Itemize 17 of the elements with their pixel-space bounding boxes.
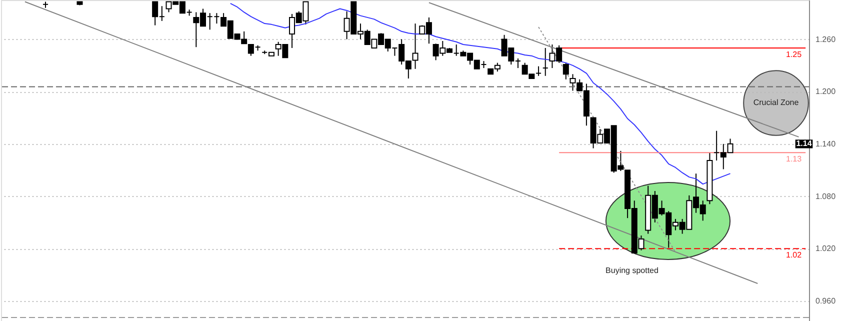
annotation: Buying spotted — [606, 266, 658, 275]
candlestick — [542, 47, 548, 76]
line-series — [230, 2, 731, 185]
series-label: 1.13 — [786, 154, 802, 164]
y-tick-label: 1.140 — [816, 139, 836, 148]
y-tick-label: 0.960 — [816, 296, 836, 306]
annotation: Crucial Zone — [753, 98, 800, 107]
annotation: 1.14 — [796, 138, 812, 148]
candlestick — [412, 23, 418, 70]
y-tick-label: 1.020 — [816, 244, 836, 254]
y-tick-label: 1.200 — [816, 87, 836, 96]
y-tick-label: 1.080 — [816, 192, 836, 201]
candlestick — [562, 62, 569, 80]
y-tick-label: 1.260 — [816, 34, 836, 44]
series-label: 1.25 — [786, 50, 802, 59]
candlestick — [42, 1, 49, 8]
series-label: 1.02 — [786, 250, 802, 260]
